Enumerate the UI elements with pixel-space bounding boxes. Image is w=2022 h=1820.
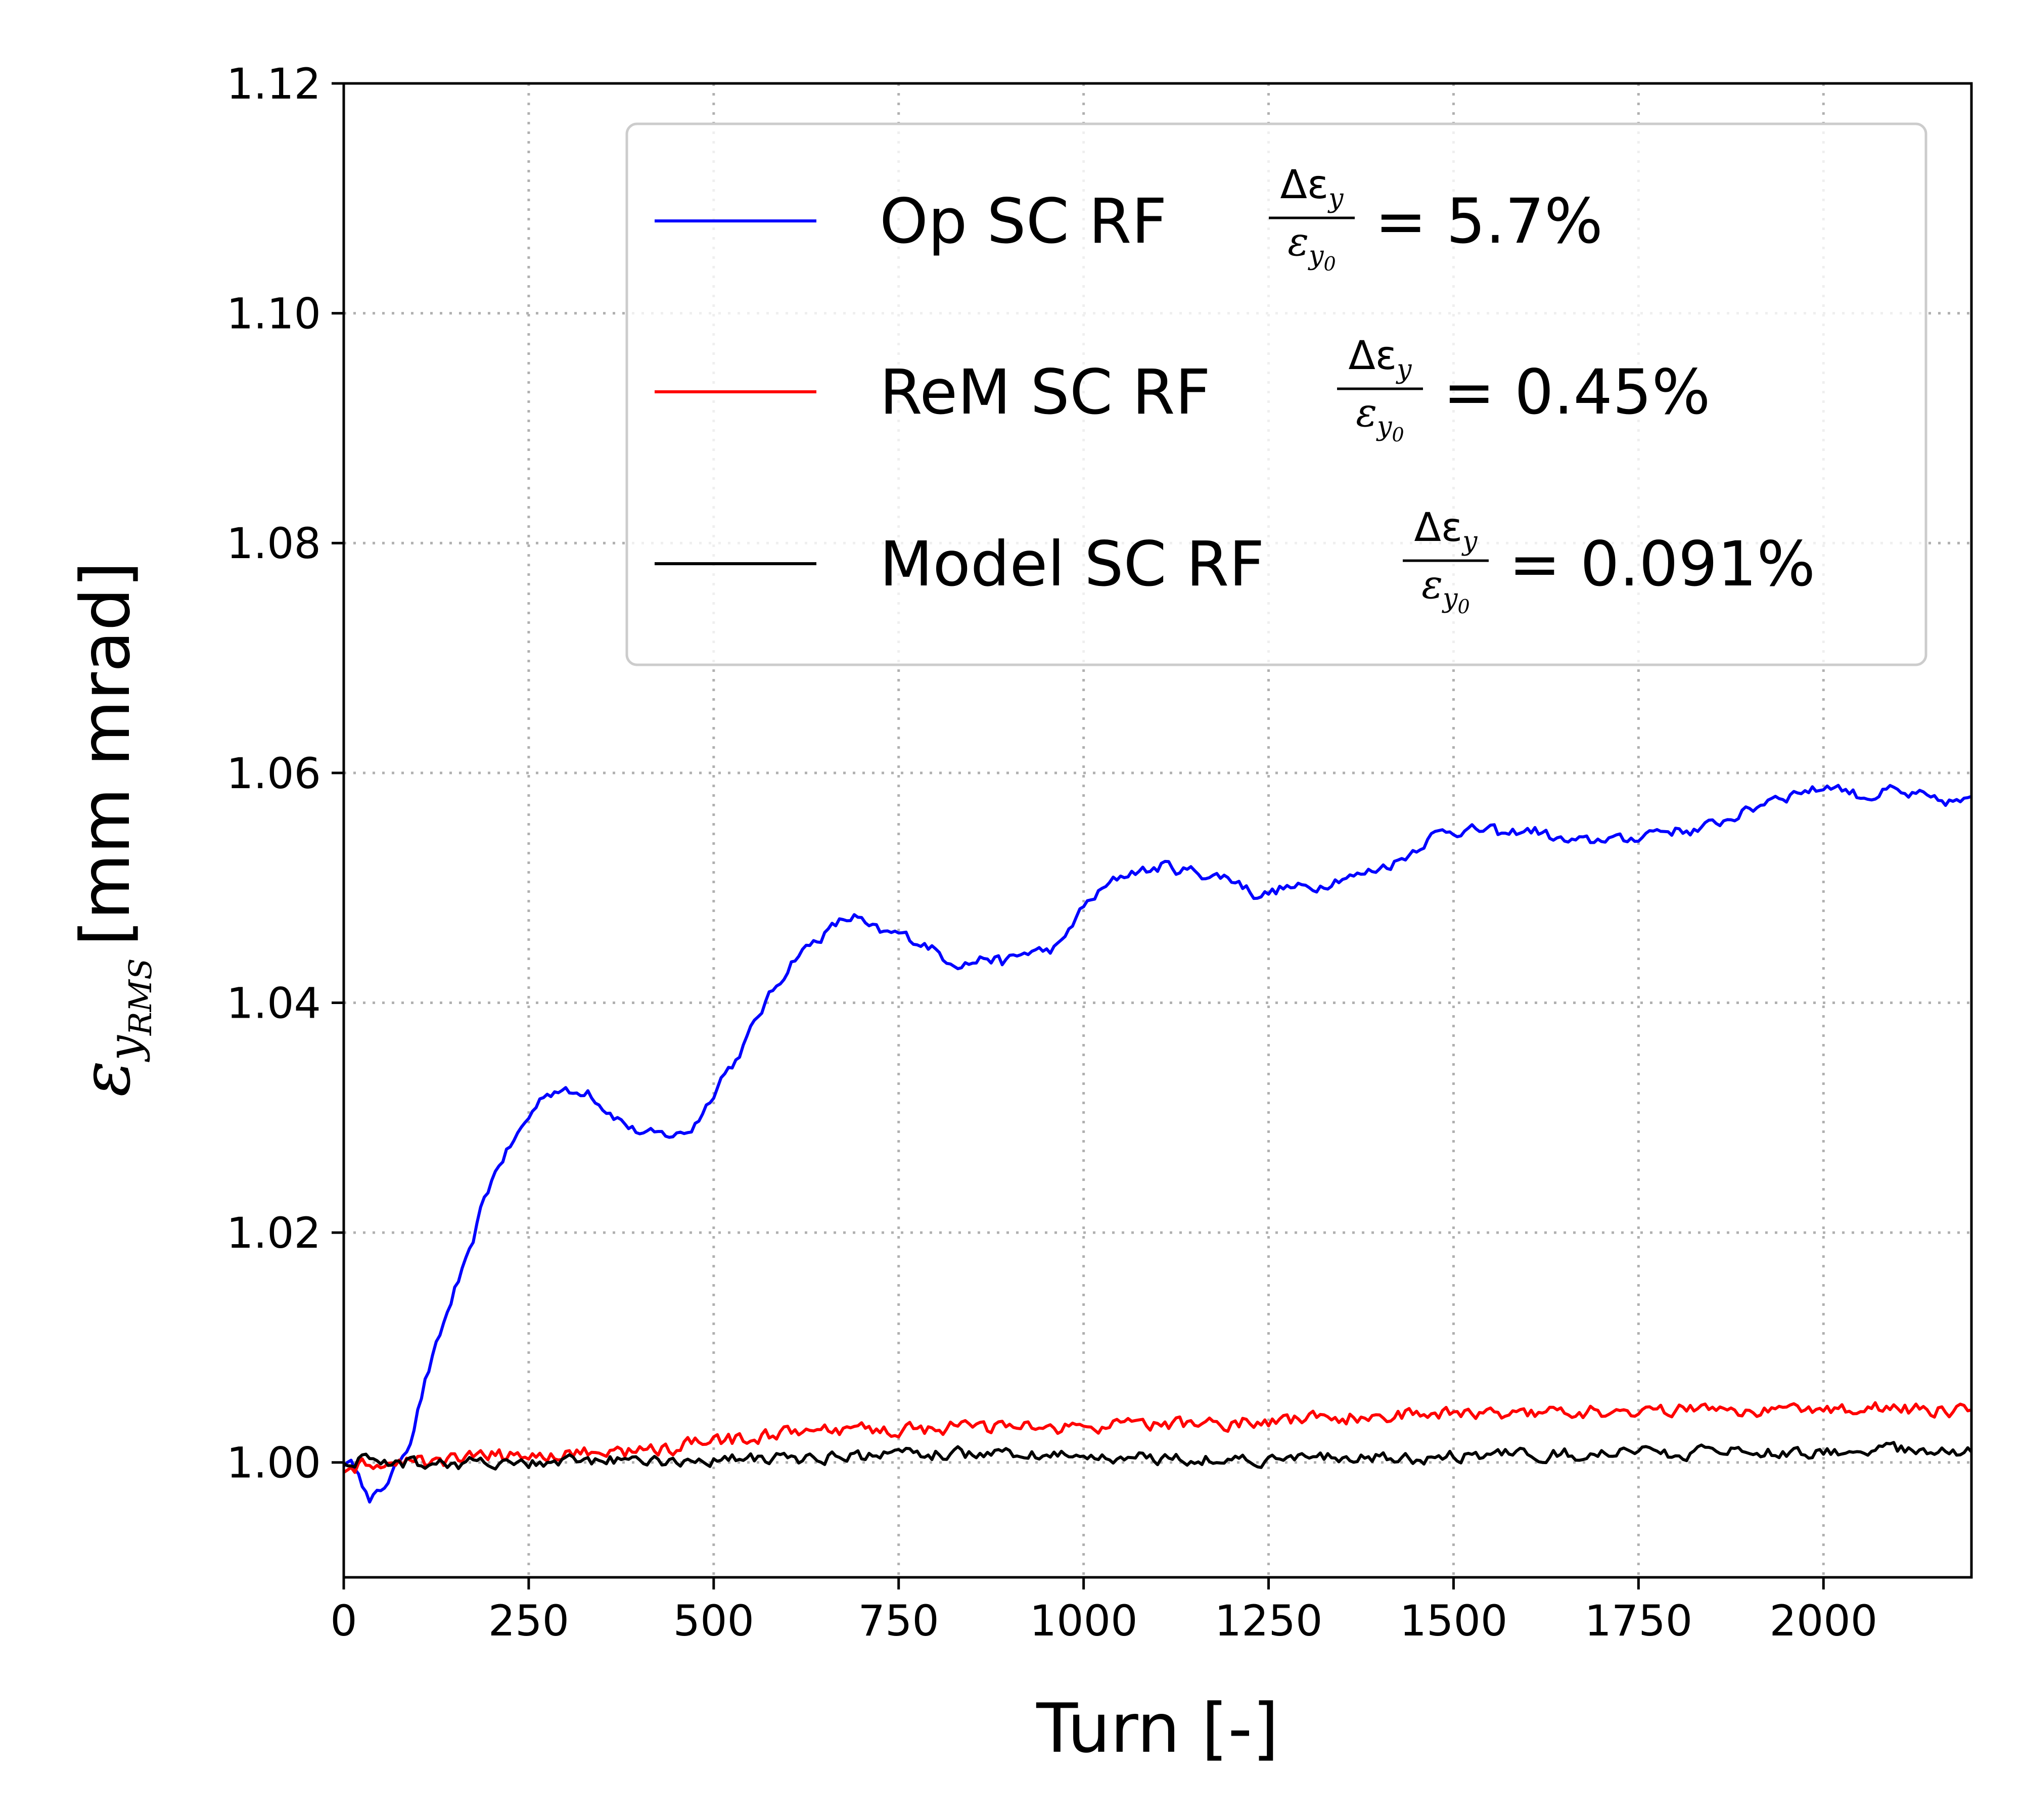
y-tick-label: 1.08	[226, 519, 321, 568]
legend-label-rem: ReM SC RF	[880, 356, 1211, 428]
legend-label-op: Op SC RF	[880, 186, 1167, 257]
legend: Op SC RF Δεy εy0 = 5.7% ReM SC RF Δεy εy…	[627, 124, 1926, 665]
x-tick-label: 250	[488, 1596, 569, 1646]
legend-value-model: = 0.091%	[1509, 528, 1815, 600]
x-tick-label: 1250	[1215, 1596, 1323, 1646]
y-tick-label: 1.02	[226, 1208, 321, 1258]
y-axis-symbol: ε	[66, 1061, 145, 1097]
x-tick-label: 2000	[1769, 1596, 1877, 1646]
x-axis-label: Turn [-]	[1036, 1689, 1279, 1768]
y-tick-label: 1.00	[226, 1438, 321, 1488]
x-tick-label: 750	[858, 1596, 939, 1646]
x-tick-label: 1750	[1584, 1596, 1692, 1646]
y-axis-subsubscript: RMS	[122, 958, 159, 1036]
x-tick-label: 1500	[1400, 1596, 1508, 1646]
y-tick-label: 1.04	[226, 978, 321, 1028]
legend-value-op: = 5.7%	[1375, 186, 1603, 257]
legend-label-model: Model SC RF	[880, 528, 1264, 600]
legend-value-rem: = 0.45%	[1443, 356, 1711, 428]
y-tick-label: 1.06	[226, 749, 321, 798]
x-tick-label: 0	[330, 1596, 357, 1646]
y-axis-units: [mm mrad]	[66, 561, 145, 946]
y-axis-subscript: y	[99, 1035, 151, 1063]
x-tick-label: 500	[673, 1596, 754, 1646]
y-tick-label: 1.12	[226, 59, 321, 109]
x-tick-label: 1000	[1030, 1596, 1138, 1646]
y-tick-label: 1.10	[226, 289, 321, 339]
